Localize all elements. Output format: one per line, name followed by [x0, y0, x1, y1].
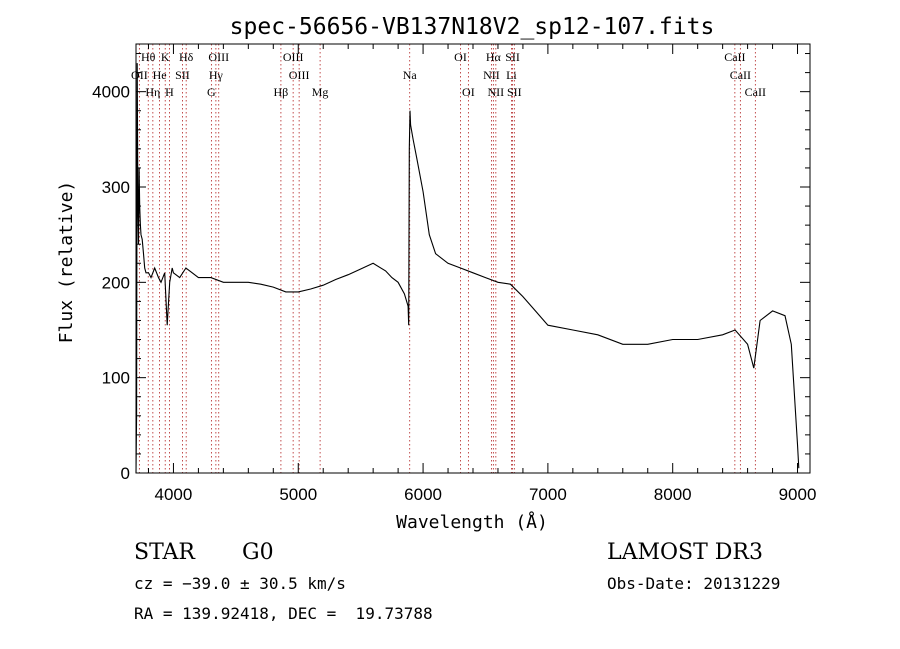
- x-tick-label-4: 8000: [654, 485, 692, 504]
- line-label-low-6: NII: [488, 85, 505, 99]
- object-class: STAR: [134, 540, 195, 565]
- line-label-mid-0: OII: [131, 68, 148, 82]
- chart-title: spec-56656-VB137N18V2_sp12-107.fits: [230, 14, 715, 40]
- y-tick-label-1: 100: [102, 369, 130, 388]
- redshift-readout: cz = −39.0 ± 30.5 km/s: [134, 574, 346, 593]
- line-label-mid-6: NII: [483, 68, 500, 82]
- y-axis-label: Flux (relative): [56, 181, 77, 344]
- line-label-top-7: SII: [505, 50, 520, 64]
- line-label-top-1: K: [161, 50, 170, 64]
- x-tick-label-2: 6000: [404, 485, 442, 504]
- line-label-low-7: SII: [507, 85, 522, 99]
- y-tick-label-0: 0: [121, 464, 130, 483]
- y-tick-label-3: 300: [102, 178, 130, 197]
- line-label-low-4: Mg: [312, 85, 329, 99]
- x-axis: 4000 5000 6000 7000 8000 9000: [147, 44, 817, 504]
- line-label-mid-3: Hγ: [209, 68, 224, 82]
- line-label-mid-2: SII: [175, 68, 190, 82]
- line-label-mid-5: Na: [403, 68, 418, 82]
- x-tick-label-3: 7000: [529, 485, 567, 504]
- line-label-low-5: OI: [462, 85, 475, 99]
- line-label-low-0: Hη: [145, 85, 160, 99]
- survey-name: LAMOST DR3: [607, 540, 763, 565]
- spectral-line-markers: [138, 44, 756, 473]
- line-label-top-5: OI: [454, 50, 467, 64]
- line-label-top-8: CaII: [724, 50, 745, 64]
- y-tick-label-2: 200: [102, 273, 130, 292]
- coordinates-readout: RA = 139.92418, DEC = 19.73788: [134, 604, 433, 623]
- line-label-mid-8: CaII: [730, 68, 751, 82]
- spectrum-series-line: [135, 63, 800, 474]
- line-label-low-1: H: [165, 85, 174, 99]
- line-label-top-6: Hα: [486, 50, 502, 64]
- line-label-mid-4: OIII: [289, 68, 310, 82]
- x-tick-label-1: 5000: [279, 485, 317, 504]
- object-subclass: G0: [242, 540, 274, 565]
- observation-date: Obs-Date: 20131229: [607, 574, 781, 593]
- line-label-low-2: G: [207, 85, 216, 99]
- line-label-low-3: Hβ: [274, 85, 289, 99]
- spectrum-chart: spec-56656-VB137N18V2_sp12-107.fits Hθ K H…: [56, 14, 817, 533]
- x-tick-label-0: 4000: [155, 485, 193, 504]
- line-label-top-3: OIII: [208, 50, 229, 64]
- plot-frame: [135, 43, 811, 474]
- x-axis-label: Wavelength (Å): [396, 511, 548, 533]
- line-label-low-8: CaII: [745, 85, 766, 99]
- y-axis: 0 100 200 300 4000: [92, 53, 810, 483]
- line-label-top-4: OIII: [283, 50, 304, 64]
- line-label-top-0: Hθ: [141, 50, 156, 64]
- line-label-mid-7: Li: [506, 68, 517, 82]
- y-tick-label-4: 4000: [92, 83, 130, 102]
- line-label-top-2: Hδ: [179, 50, 194, 64]
- line-label-mid-1: He: [153, 68, 167, 82]
- x-tick-label-5: 9000: [779, 485, 817, 504]
